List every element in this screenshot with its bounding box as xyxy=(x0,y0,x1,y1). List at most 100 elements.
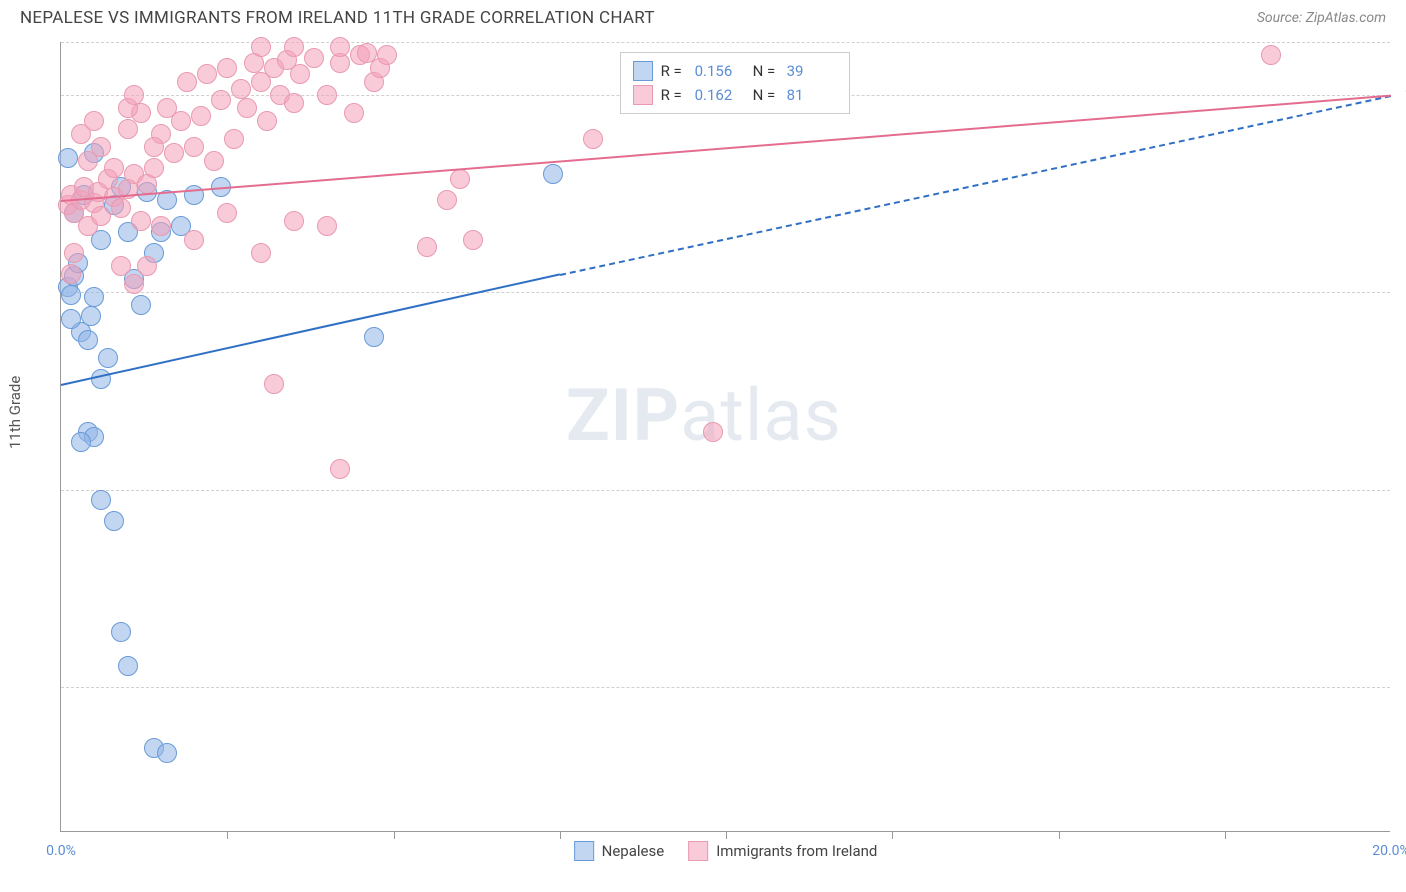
scatter-chart: ZIPatlas 77.5%85.0%92.5%100.0%0.0%20.0%R… xyxy=(60,42,1390,832)
x-tick xyxy=(560,831,561,839)
data-point xyxy=(211,90,231,110)
data-point xyxy=(264,374,284,394)
data-point xyxy=(91,206,111,226)
data-point xyxy=(317,85,337,105)
source-attribution: Source: ZipAtlas.com xyxy=(1257,10,1386,26)
data-point xyxy=(91,137,111,157)
y-axis-label: 11th Grade xyxy=(6,376,24,449)
data-point xyxy=(437,190,457,210)
data-point xyxy=(84,287,104,307)
data-point xyxy=(151,216,171,236)
data-point xyxy=(257,111,277,131)
data-point xyxy=(118,119,138,139)
data-point xyxy=(703,422,723,442)
data-point xyxy=(104,511,124,531)
data-point xyxy=(131,211,151,231)
data-point xyxy=(191,106,211,126)
r-value: 0.162 xyxy=(695,86,745,104)
data-point xyxy=(543,164,563,184)
gridline-horizontal xyxy=(61,292,1390,293)
data-point xyxy=(71,432,91,452)
data-point xyxy=(124,274,144,294)
x-tick-label: 20.0% xyxy=(1372,843,1406,859)
x-tick xyxy=(227,831,228,839)
trend-line-extension xyxy=(560,95,1392,276)
data-point xyxy=(284,37,304,57)
x-tick xyxy=(726,831,727,839)
legend-item: Nepalese xyxy=(574,841,665,861)
data-point xyxy=(91,490,111,510)
data-point xyxy=(184,230,204,250)
data-point xyxy=(144,158,164,178)
data-point xyxy=(64,243,84,263)
data-point xyxy=(330,459,350,479)
legend-label: Immigrants from Ireland xyxy=(716,842,877,860)
data-point xyxy=(251,37,271,57)
legend-swatch xyxy=(688,841,708,861)
data-point xyxy=(237,98,257,118)
data-point xyxy=(330,37,350,57)
data-point xyxy=(111,622,131,642)
watermark: ZIPatlas xyxy=(566,373,842,458)
n-label: N = xyxy=(753,62,779,80)
r-label: R = xyxy=(661,86,687,104)
data-point xyxy=(463,230,483,250)
data-point xyxy=(137,256,157,276)
data-point xyxy=(61,309,81,329)
data-point xyxy=(304,48,324,68)
data-point xyxy=(450,169,470,189)
gridline-horizontal xyxy=(61,687,1390,688)
x-tick xyxy=(892,831,893,839)
gridline-horizontal xyxy=(61,490,1390,491)
data-point xyxy=(317,216,337,236)
data-point xyxy=(157,743,177,763)
data-point xyxy=(217,58,237,78)
r-value: 0.156 xyxy=(695,62,745,80)
legend-swatch xyxy=(633,85,653,105)
data-point xyxy=(204,151,224,171)
data-point xyxy=(124,85,144,105)
x-tick-label: 0.0% xyxy=(46,843,76,859)
data-point xyxy=(217,203,237,223)
data-point xyxy=(171,111,191,131)
data-point xyxy=(111,256,131,276)
data-point xyxy=(84,111,104,131)
legend-label: Nepalese xyxy=(602,842,665,860)
data-point xyxy=(177,72,197,92)
x-tick xyxy=(394,831,395,839)
data-point xyxy=(197,64,217,84)
data-point xyxy=(364,327,384,347)
data-point xyxy=(251,243,271,263)
data-point xyxy=(61,264,81,284)
data-point xyxy=(357,43,377,63)
x-tick xyxy=(1225,831,1226,839)
data-point xyxy=(284,211,304,231)
data-point xyxy=(131,295,151,315)
data-point xyxy=(417,237,437,257)
legend-swatch xyxy=(633,61,653,81)
x-tick xyxy=(1059,831,1060,839)
data-point xyxy=(224,129,244,149)
data-point xyxy=(1261,45,1281,65)
series-legend: Nepalese Immigrants from Ireland xyxy=(574,841,878,861)
data-point xyxy=(91,369,111,389)
stats-legend: R =0.156N =39R =0.162N =81 xyxy=(620,52,850,114)
data-point xyxy=(104,158,124,178)
data-point xyxy=(98,348,118,368)
data-point xyxy=(144,137,164,157)
data-point xyxy=(344,103,364,123)
data-point xyxy=(377,45,397,65)
stats-legend-row: R = 0.162 N = 81 xyxy=(633,83,837,107)
legend-item: Immigrants from Ireland xyxy=(688,841,877,861)
data-point xyxy=(118,656,138,676)
data-point xyxy=(184,137,204,157)
data-point xyxy=(78,330,98,350)
n-label: N = xyxy=(753,86,779,104)
data-point xyxy=(61,285,81,305)
data-point xyxy=(164,143,184,163)
data-point xyxy=(231,79,251,99)
data-point xyxy=(583,129,603,149)
chart-title: NEPALESE VS IMMIGRANTS FROM IRELAND 11TH… xyxy=(20,8,655,28)
n-value: 81 xyxy=(787,86,837,104)
data-point xyxy=(184,185,204,205)
